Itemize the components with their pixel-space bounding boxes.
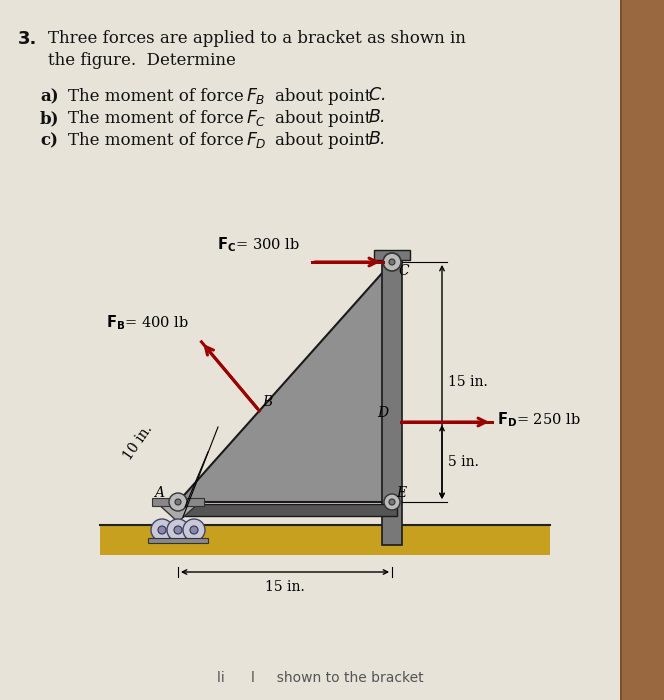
Text: Three forces are applied to a bracket as shown in: Three forces are applied to a bracket as…: [48, 30, 466, 47]
Text: 15 in.: 15 in.: [448, 375, 488, 389]
Text: $B$.: $B$.: [368, 130, 385, 148]
Text: a): a): [40, 88, 58, 105]
Text: The moment of force: The moment of force: [68, 88, 244, 105]
Text: The moment of force: The moment of force: [68, 110, 244, 127]
Bar: [100, 525, 550, 555]
Circle shape: [174, 526, 182, 534]
Text: 15 in.: 15 in.: [265, 580, 305, 594]
Text: $\mathbf{F_C}$= 300 lb: $\mathbf{F_C}$= 300 lb: [217, 235, 299, 254]
Text: $C$.: $C$.: [368, 86, 385, 104]
Bar: [148, 538, 208, 543]
Circle shape: [389, 259, 395, 265]
Circle shape: [169, 493, 187, 511]
Text: $F_D$: $F_D$: [246, 130, 267, 150]
Circle shape: [190, 526, 198, 534]
Circle shape: [167, 519, 189, 541]
Text: about point: about point: [275, 132, 371, 149]
Text: $\mathbf{F_D}$= 250 lb: $\mathbf{F_D}$= 250 lb: [497, 411, 581, 429]
Text: E: E: [396, 486, 406, 500]
Text: b): b): [40, 110, 60, 127]
Circle shape: [384, 494, 400, 510]
Bar: [622, 0, 664, 700]
Polygon shape: [178, 262, 392, 502]
Text: 3.: 3.: [18, 30, 37, 48]
Circle shape: [151, 519, 173, 541]
Circle shape: [383, 253, 401, 271]
Text: about point: about point: [275, 88, 371, 105]
Bar: [374, 250, 410, 260]
Circle shape: [389, 499, 395, 505]
Text: c): c): [40, 132, 58, 149]
Text: B: B: [262, 395, 272, 409]
Circle shape: [175, 499, 181, 505]
Bar: [152, 498, 204, 506]
Text: 5 in.: 5 in.: [448, 455, 479, 469]
Text: 10 in.: 10 in.: [121, 421, 155, 462]
Text: li      l     shown to the bracket: li l shown to the bracket: [216, 671, 424, 685]
Bar: [382, 252, 402, 545]
Bar: [620, 0, 664, 700]
Text: $\mathbf{F_B}$= 400 lb: $\mathbf{F_B}$= 400 lb: [106, 313, 189, 332]
Text: $F_C$: $F_C$: [246, 108, 266, 128]
Circle shape: [158, 526, 166, 534]
Text: $B$.: $B$.: [368, 108, 385, 126]
Circle shape: [183, 519, 205, 541]
Text: C: C: [398, 264, 408, 278]
Bar: [173, 504, 397, 516]
Text: the figure.  Determine: the figure. Determine: [48, 52, 236, 69]
Text: D: D: [377, 406, 388, 420]
Text: about point: about point: [275, 110, 371, 127]
Text: The moment of force: The moment of force: [68, 132, 244, 149]
Text: $F_B$: $F_B$: [246, 86, 266, 106]
Polygon shape: [156, 502, 200, 522]
Text: A: A: [154, 486, 164, 500]
